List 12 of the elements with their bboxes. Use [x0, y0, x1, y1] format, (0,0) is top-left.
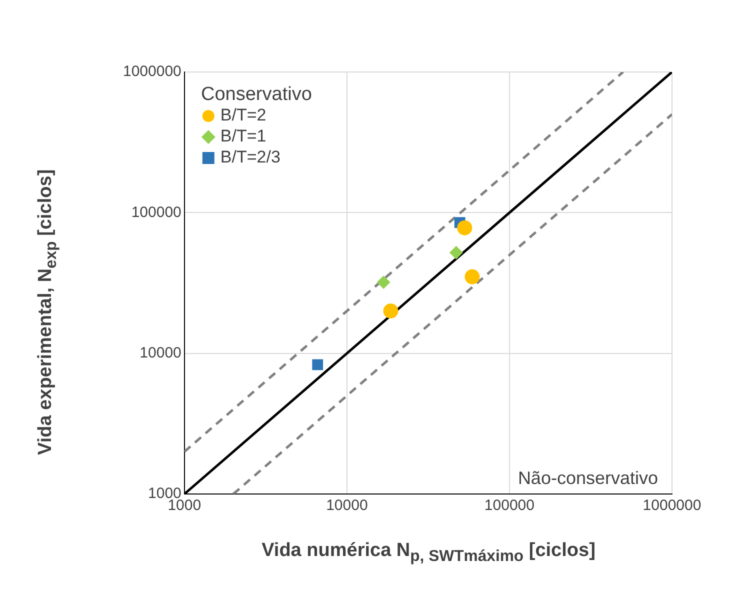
- x-tick-label: 10000: [326, 497, 368, 514]
- x-axis-title: Vida numérica N$_{p, SWTmáximo}$ [ciclos]: [260, 540, 596, 566]
- x-tick-label: 100000: [484, 497, 534, 514]
- legend-label: B/T=1: [220, 126, 266, 146]
- x-tick-label: 1000000: [642, 497, 702, 514]
- y-tick-label: 10000: [140, 344, 182, 362]
- legend-title: Conservativo: [201, 84, 312, 106]
- annotation: Não-conservativo: [518, 468, 658, 488]
- y-tick-label: 100000: [131, 204, 182, 221]
- legend-label: B/T=2: [220, 106, 266, 125]
- y-tick-label: 1000000: [122, 63, 182, 80]
- legend-label: B/T=2/3: [220, 148, 280, 167]
